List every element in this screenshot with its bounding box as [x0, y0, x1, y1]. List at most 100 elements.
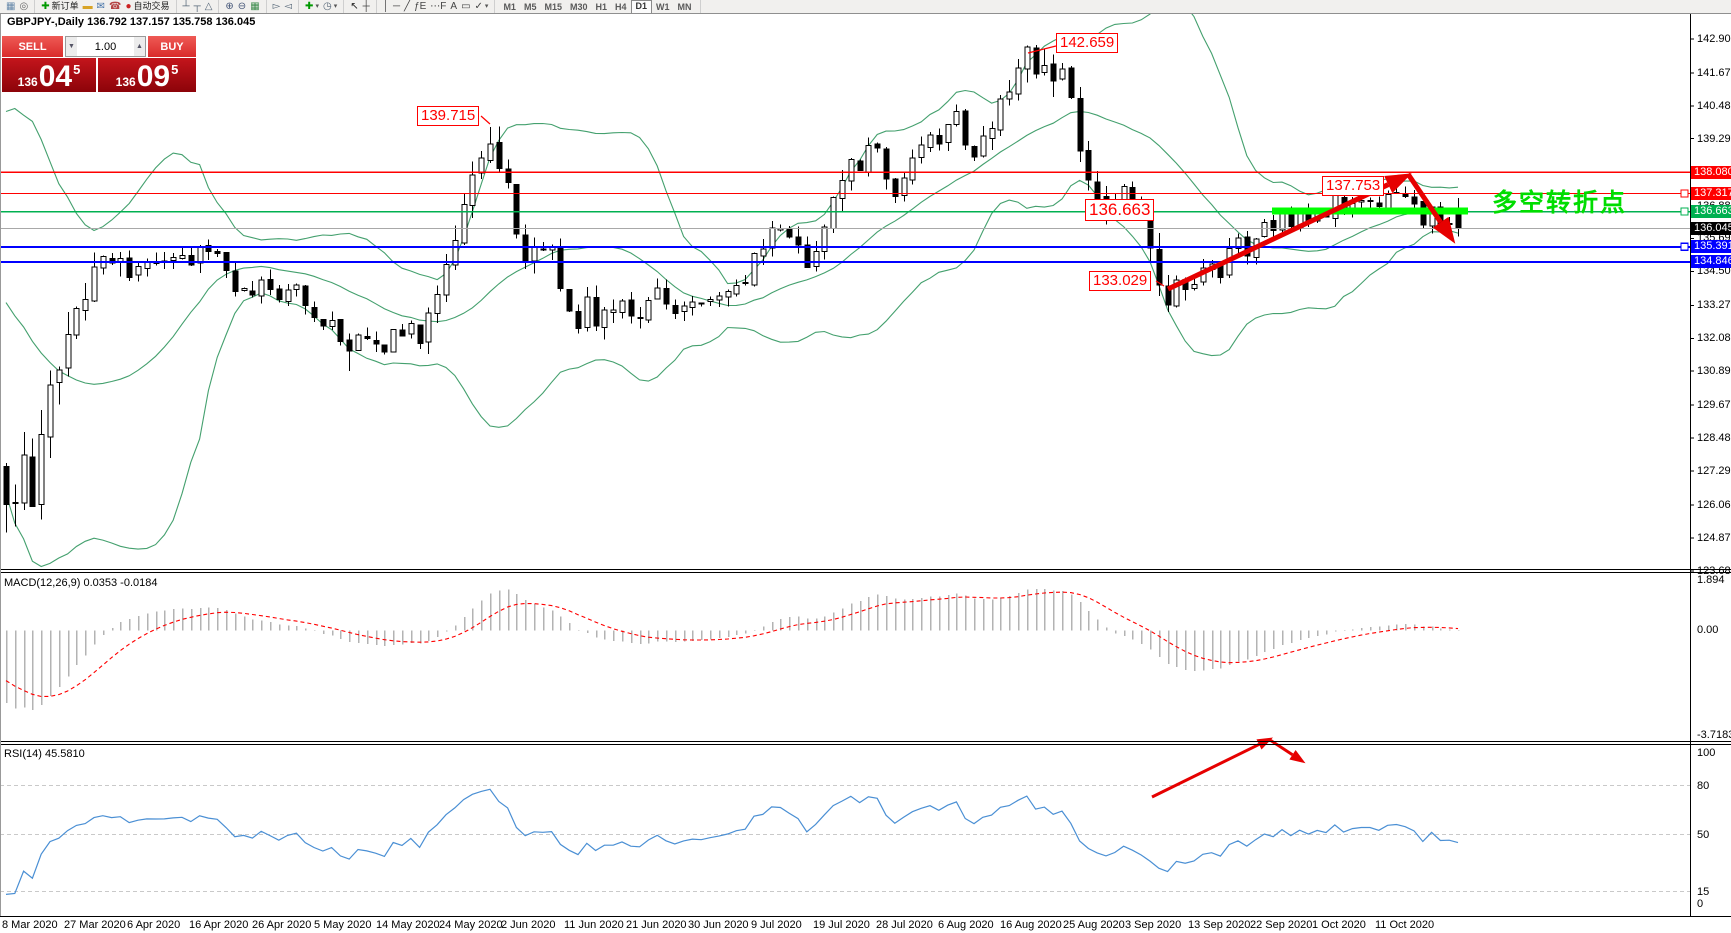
price-tick-127.290: 127.290: [1697, 465, 1731, 477]
sell-button[interactable]: SELL: [2, 36, 63, 57]
autotrading-button[interactable]: ● 自动交易: [123, 0, 171, 13]
price-tick-130.895: 130.895: [1697, 365, 1731, 377]
shapes-tool[interactable]: ✓ ▾: [473, 0, 491, 13]
shapes-icon: ✓: [474, 1, 483, 12]
trend-arrow-1[interactable]: [1405, 172, 1443, 224]
autotrading-button-label: 自动交易: [133, 1, 170, 11]
bull-bear-turning-point-note[interactable]: 多空转折点: [1492, 189, 1628, 217]
trend-arrow-0[interactable]: [1166, 182, 1390, 292]
timeframe-button-H1[interactable]: H1: [595, 1, 608, 12]
bollinger-lower-band: [5, 179, 1459, 568]
cursor-icon: ↖: [350, 1, 359, 12]
fibo-expansion-tool[interactable]: ⋯F: [428, 0, 448, 13]
date-label-15: 6 Aug 2020: [938, 919, 994, 931]
chart-objects: [0, 45, 1690, 799]
line-endpoint-square-135.391[interactable]: [1680, 242, 1689, 251]
trend-arrow-head-3: [1289, 749, 1306, 764]
phone-icon-icon: ☎: [108, 1, 122, 12]
new-order-button[interactable]: ✚ 新订单: [39, 0, 80, 13]
timeframe-button-M15[interactable]: M15: [544, 1, 562, 12]
trendline-tool[interactable]: ╱: [402, 0, 412, 13]
phone-icon[interactable]: ☎: [107, 0, 123, 13]
chart-title: GBPJPY-,Daily 136.792 137.157 135.758 13…: [7, 16, 255, 28]
date-label-18: 3 Sep 2020: [1125, 919, 1182, 931]
tile-windows-icon[interactable]: ▦: [248, 0, 261, 13]
line-endpoint-square-136.663[interactable]: [1680, 207, 1689, 216]
date-label-11: 30 Jun 2020: [688, 919, 749, 931]
vline-tool[interactable]: │: [381, 0, 391, 13]
annotation-connector-3: [1155, 280, 1165, 287]
label-icon: ▭: [461, 1, 471, 12]
hline-tool[interactable]: ─: [391, 0, 402, 13]
chart-ohlc-values: 136.792 137.157 135.758 136.045: [87, 16, 256, 28]
cursor-tool[interactable]: ↖: [348, 0, 360, 13]
timeframe-button-D1[interactable]: D1: [630, 0, 653, 13]
date-label-4: 26 Apr 2020: [252, 919, 312, 931]
rsi-pane: [1, 785, 1690, 895]
bollinger-upper-band: [5, 14, 1459, 285]
turning-point-highlight-segment[interactable]: [1272, 207, 1468, 215]
rsi-scale-50: 50: [1697, 829, 1710, 841]
ask-pip-digit: 5: [171, 62, 179, 77]
bid-price-box[interactable]: 136 04 5: [2, 58, 96, 92]
sell-limit-icon[interactable]: ┬: [192, 0, 203, 13]
gold-bar-icon[interactable]: ▬: [81, 0, 95, 13]
timeframe-button-M30[interactable]: M30: [569, 1, 588, 12]
zoom-in-icon[interactable]: ⊕: [223, 0, 235, 13]
zoom-out-icon-icon: ⊖: [237, 1, 247, 12]
gold-bar-icon-icon: ▬: [82, 1, 93, 12]
line-endpoint-square-137.317[interactable]: [1680, 189, 1689, 198]
channel-icon[interactable]: △: [203, 0, 215, 13]
chart-window-icon[interactable]: ▦: [4, 0, 17, 13]
step-back-icon-icon: ◅: [284, 1, 293, 12]
price-tick-129.670: 129.670: [1697, 399, 1731, 411]
rsi-scale-80: 80: [1697, 780, 1710, 792]
annotation-connector-1: [480, 115, 491, 125]
mailbox-icon[interactable]: ✉: [95, 0, 107, 13]
price-annotation-box-139.715[interactable]: 139.715: [417, 106, 480, 126]
timeframe-button-W1[interactable]: W1: [656, 1, 670, 12]
label-tool[interactable]: ▭: [459, 0, 472, 13]
crosshair-icon: ┼: [362, 1, 370, 12]
bollinger-middle-band: [5, 110, 1459, 385]
trend-arrow-3[interactable]: [1269, 738, 1294, 756]
price-tick-139.295: 139.295: [1697, 133, 1731, 145]
price-tick-132.085: 132.085: [1697, 332, 1731, 344]
price-badge-134.846: 134.846: [1691, 255, 1731, 268]
volume-decrease-button[interactable]: ▼: [66, 37, 77, 56]
zoom-in-icon-icon: ⊕: [225, 1, 234, 12]
price-annotation-box-142.659[interactable]: 142.659: [1056, 33, 1119, 53]
fibo-tool[interactable]: ƒE: [412, 0, 428, 13]
price-badge-136.663: 136.663: [1691, 205, 1731, 218]
main-price-pane: [3, 14, 1462, 568]
new-order-button-label: 新订单: [51, 1, 79, 11]
periods-button[interactable]: ◷ ▾: [321, 0, 339, 13]
price-annotation-box-136.663[interactable]: 136.663: [1085, 199, 1155, 221]
timeframe-button-MN[interactable]: MN: [677, 1, 692, 12]
buy-button[interactable]: BUY: [148, 36, 196, 57]
volume-input[interactable]: [77, 37, 134, 56]
timeframe-button-M1[interactable]: M1: [503, 1, 516, 12]
price-annotation-box-133.029[interactable]: 133.029: [1089, 271, 1152, 291]
macd-scale--3.7183: -3.7183: [1697, 729, 1731, 741]
hline-icon: ─: [392, 1, 401, 12]
ask-price-box[interactable]: 136 09 5: [98, 58, 196, 92]
ask-big-digits: 09: [136, 60, 171, 93]
bid-big-digits: 04: [38, 60, 73, 93]
indicators-button[interactable]: ✚ ▾: [303, 0, 321, 13]
price-annotation-box-137.753[interactable]: 137.753: [1322, 176, 1385, 196]
step-back-icon[interactable]: ◅: [282, 0, 294, 13]
zoom-out-icon[interactable]: ⊖: [236, 0, 248, 13]
trend-arrow-2[interactable]: [1151, 743, 1260, 799]
timeframe-button-M5[interactable]: M5: [523, 1, 537, 12]
timeframe-button-H4[interactable]: H4: [615, 1, 627, 12]
bid-prefix: 136: [17, 75, 38, 89]
buy-limit-icon[interactable]: ┴: [181, 0, 192, 13]
date-label-19: 13 Sep 2020: [1188, 919, 1251, 931]
crosshair-tool[interactable]: ┼: [361, 0, 372, 13]
text-tool[interactable]: A: [448, 0, 459, 13]
zoom-icon[interactable]: ◎: [17, 0, 30, 13]
step-forward-icon[interactable]: ▻: [271, 0, 283, 13]
volume-increase-button[interactable]: ▲: [134, 37, 145, 56]
